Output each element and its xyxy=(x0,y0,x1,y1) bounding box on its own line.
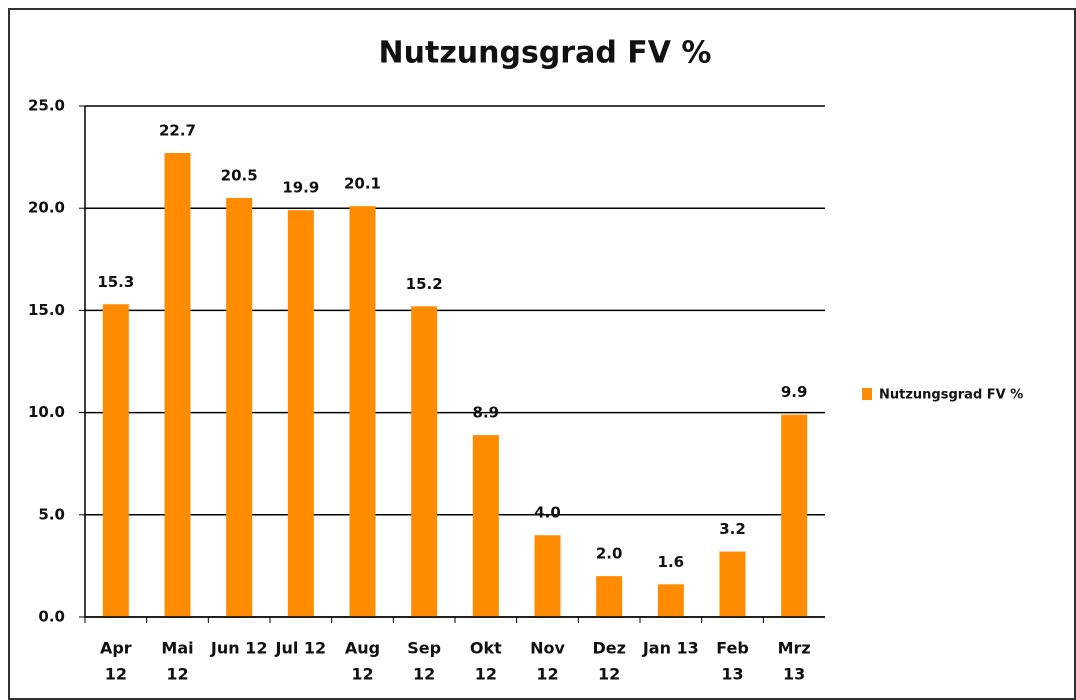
x-tick-label: 12 xyxy=(413,665,435,684)
x-tick-label: 13 xyxy=(783,665,805,684)
legend-label: Nutzungsgrad FV % xyxy=(879,388,1023,403)
value-label: 8.9 xyxy=(473,404,500,422)
y-tick-label: 5.0 xyxy=(38,505,65,523)
x-tick-label: 12 xyxy=(475,665,497,684)
value-label: 19.9 xyxy=(282,179,319,197)
x-tick-label: 13 xyxy=(721,665,743,684)
chart-title: Nutzungsgrad FV % xyxy=(379,36,712,71)
value-label: 15.2 xyxy=(406,275,443,293)
bar xyxy=(164,153,191,617)
x-tick-label: Jul 12 xyxy=(274,639,326,658)
x-tick-label: Mai xyxy=(161,639,193,658)
x-tick-label: 12 xyxy=(105,665,127,684)
y-tick-label: 15.0 xyxy=(28,301,65,319)
bar xyxy=(534,535,561,617)
value-label: 20.1 xyxy=(344,175,381,193)
x-tick-label: Jan 13 xyxy=(642,639,699,658)
x-tick-label: 12 xyxy=(598,665,620,684)
x-tick-label: 12 xyxy=(351,665,373,684)
x-tick-label: Sep xyxy=(407,639,441,658)
y-tick-label: 20.0 xyxy=(28,199,65,217)
bar xyxy=(411,306,438,617)
bar xyxy=(781,414,808,617)
value-label: 3.2 xyxy=(719,520,746,538)
y-tick-label: 0.0 xyxy=(38,608,65,626)
value-label: 4.0 xyxy=(534,504,561,522)
value-label: 20.5 xyxy=(221,166,258,184)
value-label: 22.7 xyxy=(159,122,196,140)
bar xyxy=(102,304,129,617)
x-tick-label: Jun 12 xyxy=(210,639,268,658)
x-tick-label: 12 xyxy=(166,665,188,684)
value-label: 15.3 xyxy=(97,273,134,291)
x-tick-label: Feb xyxy=(716,639,749,658)
legend-swatch xyxy=(862,388,872,400)
bar xyxy=(349,206,376,617)
bar xyxy=(287,210,314,617)
value-label: 1.6 xyxy=(658,553,685,571)
value-label: 9.9 xyxy=(781,383,808,401)
x-tick-label: Okt xyxy=(470,639,502,658)
y-tick-label: 10.0 xyxy=(28,403,65,421)
x-tick-label: Aug xyxy=(345,639,380,658)
bar xyxy=(472,435,499,617)
x-tick-label: Nov xyxy=(530,639,565,658)
x-tick-label: Dez xyxy=(592,639,625,658)
bar xyxy=(226,197,253,618)
x-tick-label: 12 xyxy=(536,665,558,684)
bar xyxy=(719,551,746,617)
x-tick-label: Mrz xyxy=(778,639,811,658)
x-tick-label: Apr xyxy=(100,639,132,658)
y-tick-label: 25.0 xyxy=(28,97,65,115)
value-label: 2.0 xyxy=(596,545,623,563)
bar xyxy=(596,576,623,617)
bar xyxy=(657,584,684,617)
